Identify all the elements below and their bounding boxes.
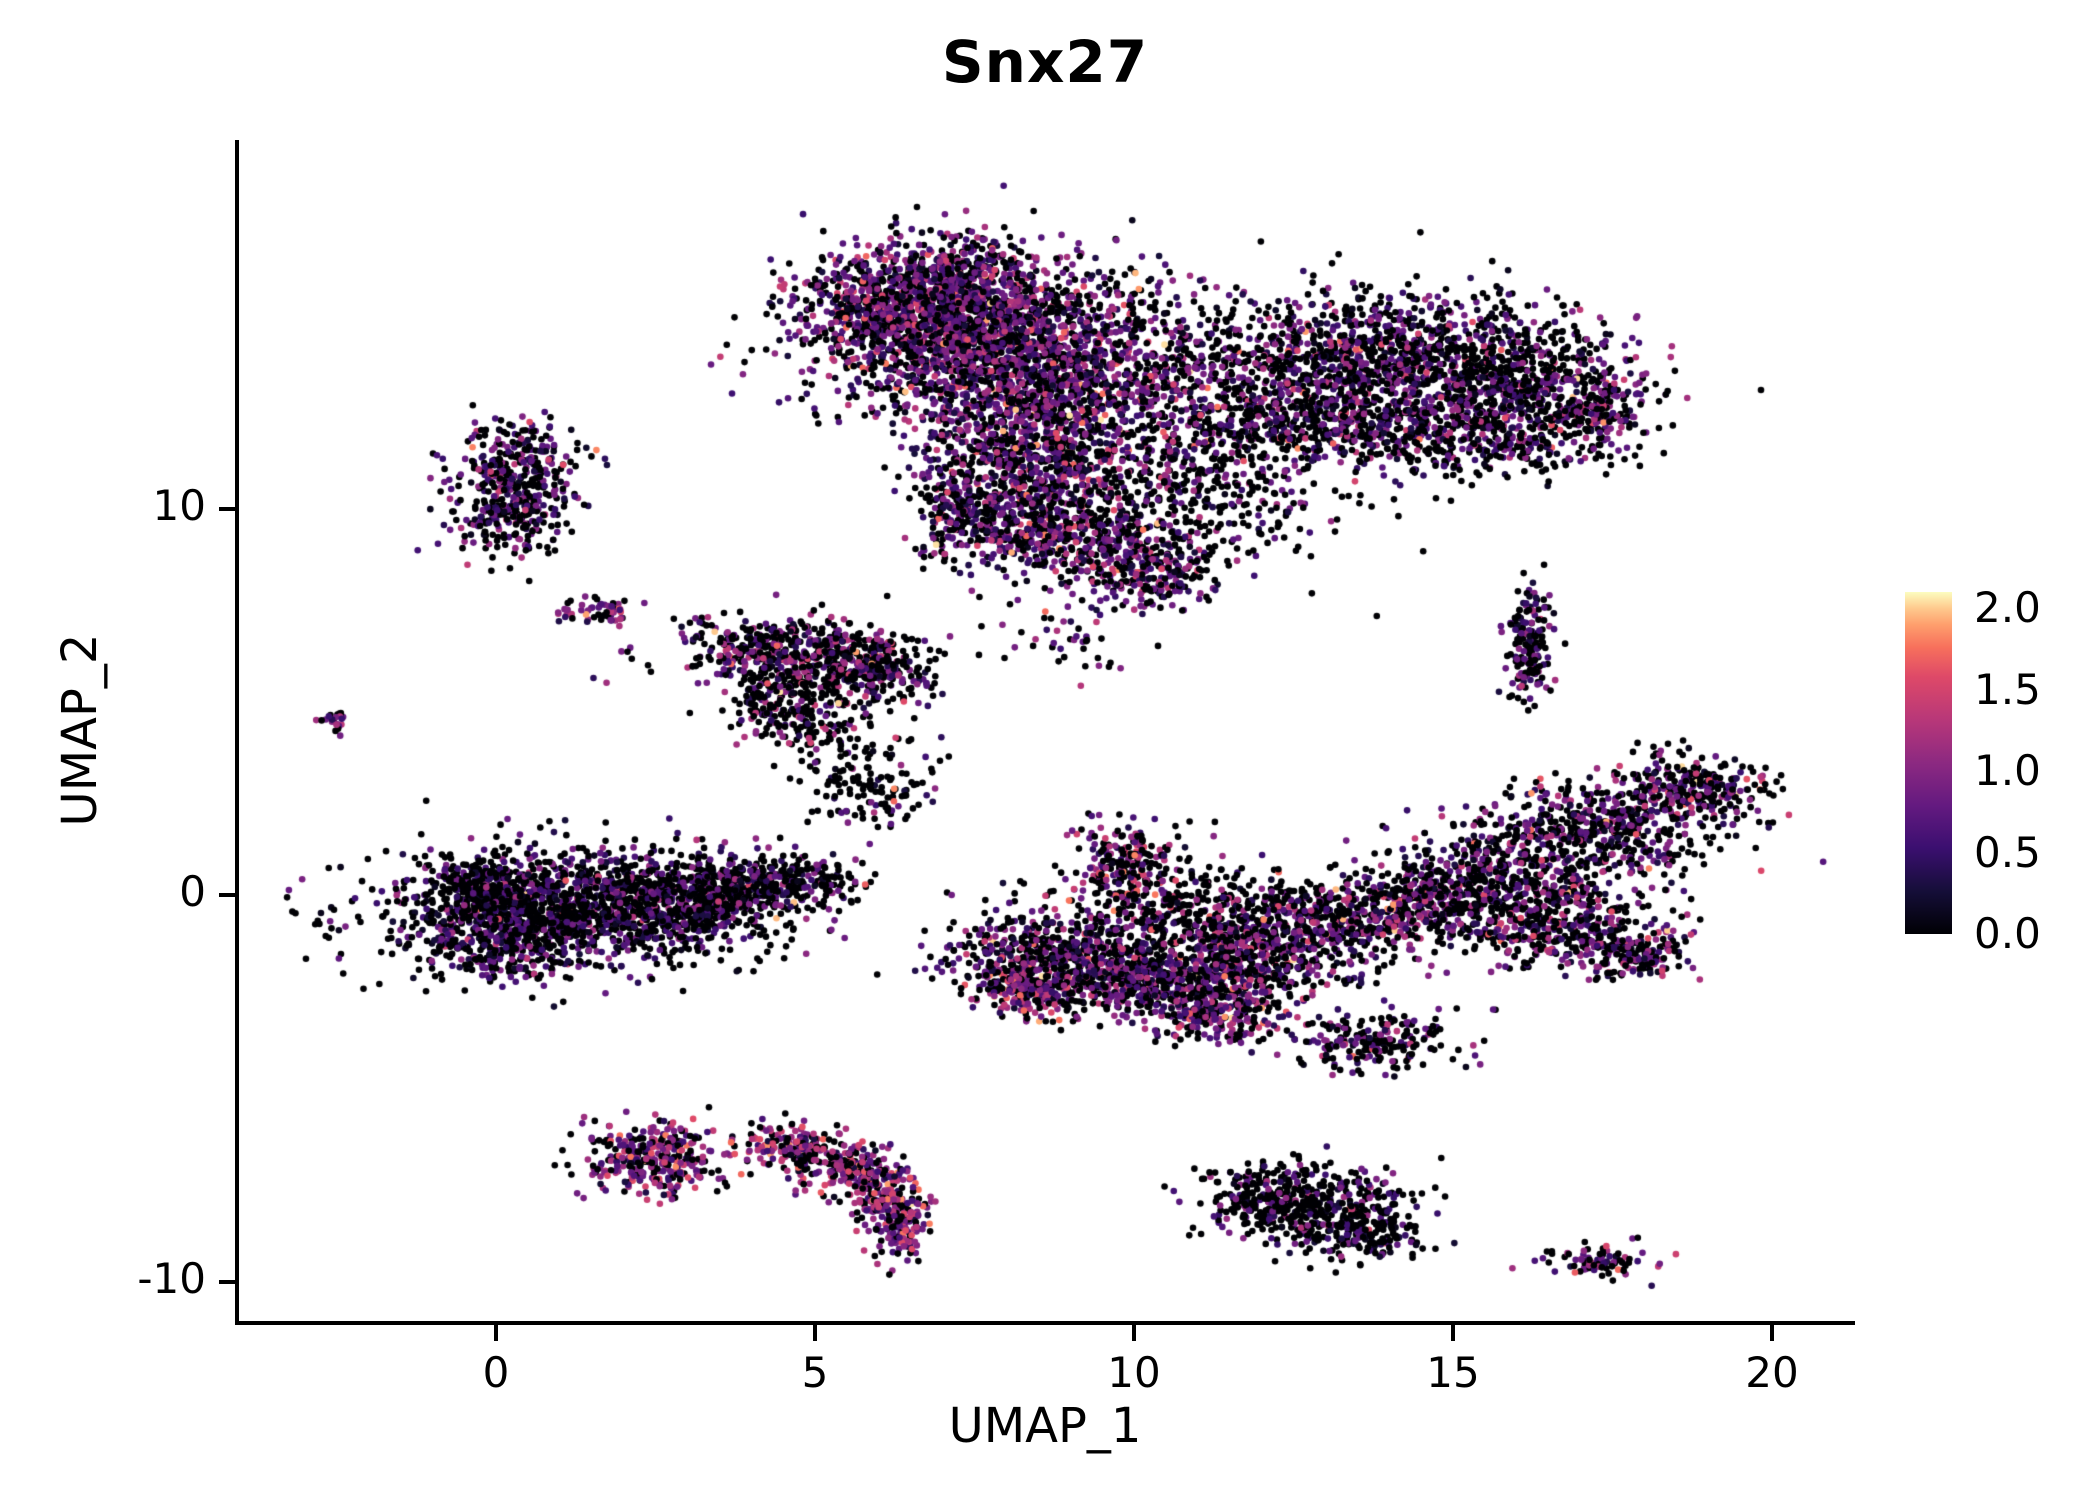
colorbar-tick-label: 1.5 — [1974, 664, 2041, 714]
colorbar-gradient — [1905, 592, 1952, 934]
y-tick-label: 10 — [152, 480, 206, 530]
colorbar-tick-label: 0.0 — [1974, 909, 2041, 958]
y-tick-label: -10 — [137, 1253, 206, 1303]
colorbar-tick-label: 2.0 — [1974, 583, 2041, 633]
y-tick-mark — [219, 893, 235, 897]
colorbar-tick-label: 1.0 — [1974, 746, 2041, 796]
x-tick-mark — [494, 1325, 498, 1341]
x-tick-label: 5 — [801, 1348, 829, 1397]
colorbar-legend — [1905, 592, 1952, 934]
y-axis-label: UMAP_2 — [52, 633, 108, 827]
y-tick-mark — [219, 1279, 235, 1284]
x-tick-label: 0 — [482, 1348, 510, 1397]
x-tick-mark — [1770, 1325, 1774, 1341]
x-tick-label: 15 — [1426, 1348, 1480, 1397]
y-tick-mark — [219, 506, 235, 511]
x-tick-mark — [1132, 1325, 1136, 1341]
x-tick-label: 10 — [1107, 1348, 1161, 1397]
colorbar-tick-label: 0.5 — [1974, 827, 2041, 877]
plot-title: Snx27 — [941, 28, 1149, 96]
x-tick-mark — [813, 1325, 817, 1341]
x-tick-label: 20 — [1745, 1348, 1799, 1397]
x-axis-label: UMAP_1 — [948, 1398, 1142, 1454]
x-tick-mark — [1451, 1325, 1455, 1341]
y-tick-label: 0 — [179, 867, 206, 916]
